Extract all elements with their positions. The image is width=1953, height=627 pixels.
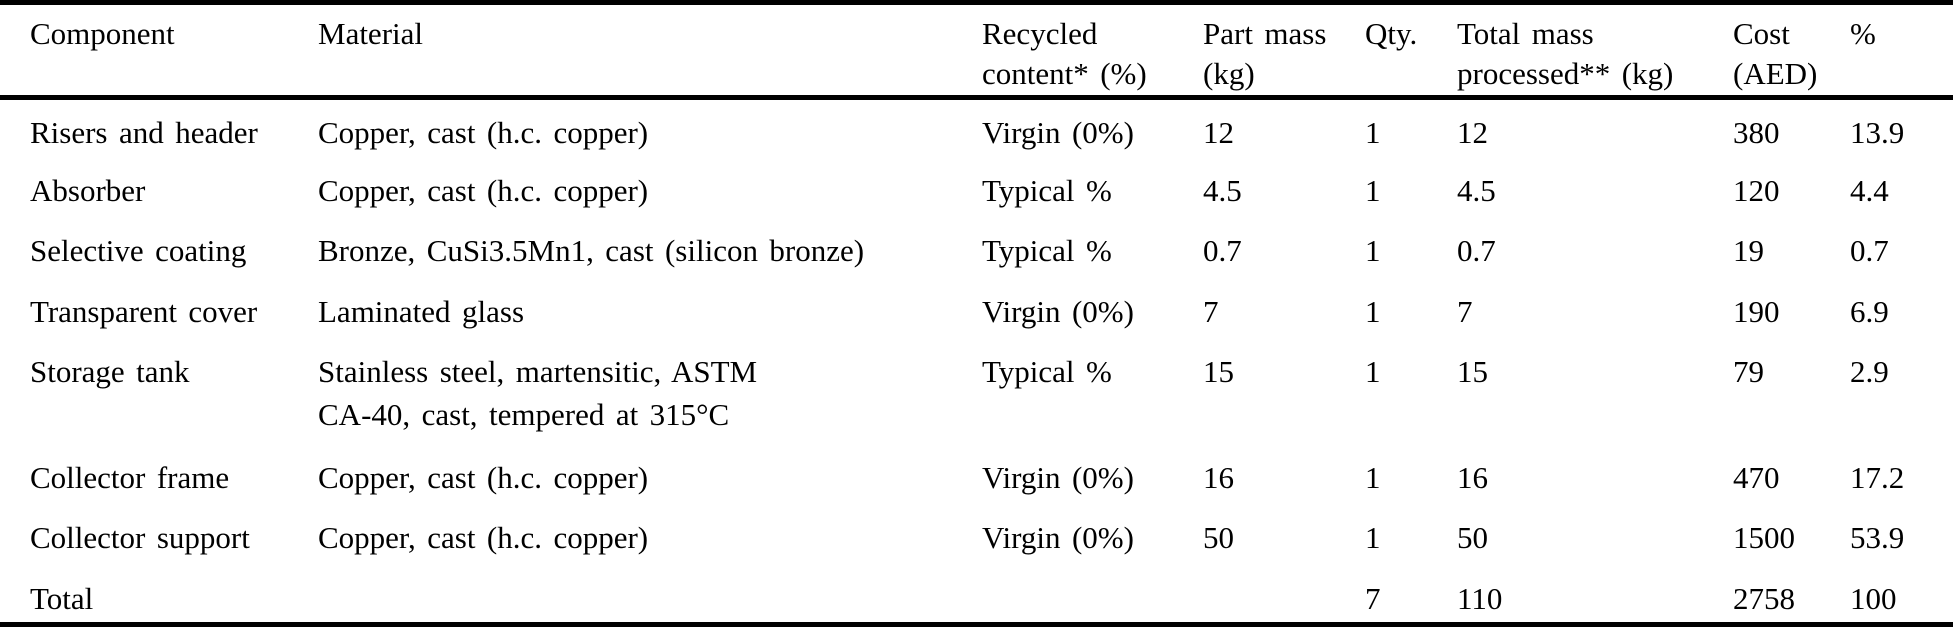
cell-component: Selective coating [30,233,247,269]
cell-cost: 470 [1733,460,1780,495]
cell-part-mass: 0.7 [1203,233,1242,269]
row-total: Total 7 110 2758 100 [0,566,1953,625]
cell-material: Copper, cast (h.c. copper) [318,460,649,495]
cell-total-mass: 7 [1457,293,1473,329]
cell-cost: 79 [1733,353,1764,389]
cell-recycled: Virgin (0%) [982,520,1134,556]
cell-material: Stainless steel, martensitic, ASTM CA-40… [318,353,758,432]
row-transparent-cover: Transparent cover Laminated glass Virgin… [0,279,1953,339]
row-collector-support: Collector support Copper, cast (h.c. cop… [0,505,1953,565]
cell-total-mass: 4.5 [1457,172,1496,208]
cell-part-mass: 15 [1203,353,1234,389]
cell-percent: 17.2 [1850,460,1905,495]
cell-part-mass: 16 [1203,460,1234,495]
cell-component: Transparent cover [30,293,258,329]
cell-recycled: Virgin (0%) [982,115,1134,150]
cell-total-mass: 16 [1457,460,1488,495]
cell-percent: 0.7 [1850,233,1889,269]
cell-cost: 120 [1733,172,1780,208]
col-header-material: Material [318,2,982,100]
cell-total-mass: 12 [1457,115,1488,150]
cell-material: Bronze, CuSi3.5Mn1, cast (silicon bronze… [318,233,865,269]
col-header-component: Component [0,2,318,100]
cell-component: Risers and header [30,115,258,150]
cell-cost: 190 [1733,293,1780,329]
cell-cost: 380 [1733,115,1780,150]
cell-qty: 1 [1365,520,1381,556]
cell-component: Total [30,580,94,616]
col-header-recycled-content: Recycled content* (%) [982,2,1203,100]
table-header: Component Material Recycled content* (%)… [0,2,1953,100]
cell-qty: 1 [1365,353,1381,389]
cell-component: Storage tank [30,353,190,389]
cell-cost: 1500 [1733,520,1795,556]
cell-component: Absorber [30,172,146,208]
cell-part-mass: 4.5 [1203,172,1242,208]
cell-total-mass: 15 [1457,353,1488,389]
cell-part-mass: 12 [1203,115,1234,150]
col-header-part-mass: Part mass (kg) [1203,2,1365,100]
cell-cost: 2758 [1733,580,1795,616]
cell-component: Collector support [30,520,250,556]
cell-recycled: Virgin (0%) [982,293,1134,329]
cell-total-mass: 50 [1457,520,1488,556]
col-header-cost: Cost (AED) [1733,2,1850,100]
col-header-percent: % [1850,2,1953,100]
cell-recycled: Typical % [982,233,1112,269]
cell-percent: 6.9 [1850,293,1889,329]
cell-qty: 1 [1365,172,1381,208]
row-risers-and-header: Risers and header Copper, cast (h.c. cop… [0,98,1953,158]
cell-percent: 2.9 [1850,353,1889,389]
cell-qty: 7 [1365,580,1381,616]
cell-total-mass: 110 [1457,580,1503,616]
cell-percent: 100 [1850,580,1897,616]
cell-material: Laminated glass [318,293,525,329]
cell-percent: 53.9 [1850,520,1905,556]
cell-recycled: Typical % [982,353,1112,389]
cell-recycled: Virgin (0%) [982,460,1134,495]
row-absorber: Absorber Copper, cast (h.c. copper) Typi… [0,158,1953,218]
cell-material: Copper, cast (h.c. copper) [318,172,649,208]
col-header-qty: Qty. [1365,2,1457,100]
row-collector-frame: Collector frame Copper, cast (h.c. coppe… [0,445,1953,505]
cell-cost: 19 [1733,233,1764,269]
col-header-total-mass-processed: Total mass processed** (kg) [1457,2,1733,100]
cell-part-mass [1203,566,1365,625]
cell-total-mass: 0.7 [1457,233,1496,269]
cell-part-mass: 50 [1203,520,1234,556]
cell-percent: 13.9 [1850,115,1905,150]
row-selective-coating: Selective coating Bronze, CuSi3.5Mn1, ca… [0,218,1953,278]
cell-part-mass: 7 [1203,293,1219,329]
header-row: Component Material Recycled content* (%)… [0,2,1953,100]
row-storage-tank: Storage tank Stainless steel, martensiti… [0,339,1953,445]
cell-material: Copper, cast (h.c. copper) [318,115,649,150]
cell-qty: 1 [1365,293,1381,329]
cell-qty: 1 [1365,233,1381,269]
cell-component: Collector frame [30,460,230,495]
cell-material: Copper, cast (h.c. copper) [318,520,649,556]
table-body: Risers and header Copper, cast (h.c. cop… [0,98,1953,625]
cell-qty: 1 [1365,460,1381,495]
cell-recycled [982,566,1203,625]
cell-recycled: Typical % [982,172,1112,208]
cell-percent: 4.4 [1850,172,1889,208]
cell-material [318,566,982,625]
cell-qty: 1 [1365,115,1381,150]
